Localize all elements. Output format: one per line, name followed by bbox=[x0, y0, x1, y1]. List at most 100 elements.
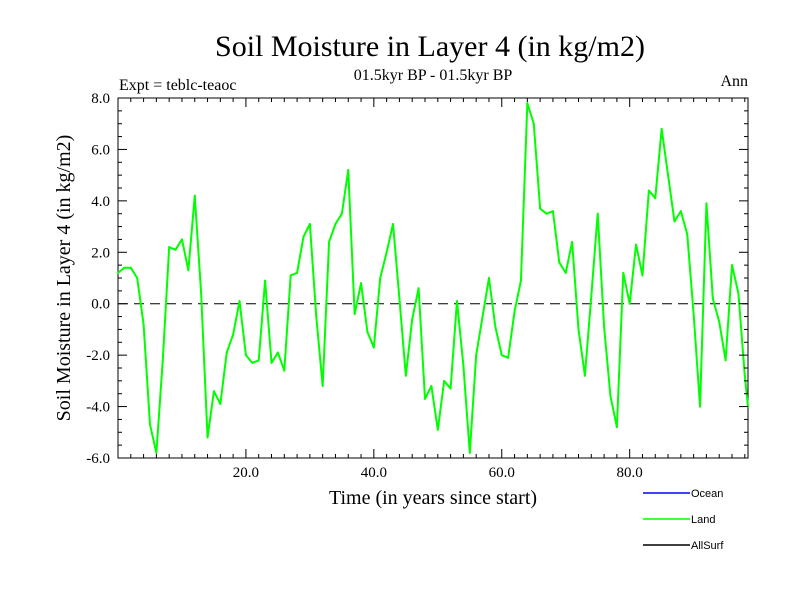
data-point bbox=[571, 241, 574, 243]
data-point bbox=[583, 374, 586, 377]
data-point bbox=[123, 266, 126, 269]
data-point bbox=[251, 361, 254, 364]
data-point bbox=[436, 428, 439, 431]
data-point bbox=[622, 271, 625, 274]
data-point bbox=[129, 266, 132, 269]
data-point bbox=[289, 274, 292, 277]
x-axis-label: Time (in years since start) bbox=[329, 487, 537, 509]
data-point bbox=[481, 315, 484, 318]
data-point bbox=[398, 297, 401, 300]
data-point bbox=[737, 292, 740, 295]
data-point bbox=[366, 331, 369, 333]
legend: Ocean Land AllSurf bbox=[643, 488, 724, 552]
data-point bbox=[136, 277, 139, 279]
data-point bbox=[692, 313, 695, 315]
y-tick-label: -2.0 bbox=[86, 348, 110, 364]
data-point bbox=[519, 279, 522, 282]
data-point bbox=[430, 385, 433, 387]
data-point bbox=[257, 359, 260, 362]
data-point bbox=[443, 379, 446, 382]
y-tick-label: -6.0 bbox=[86, 451, 110, 467]
data-point bbox=[673, 220, 676, 223]
data-point bbox=[212, 390, 215, 393]
data-point bbox=[200, 292, 203, 295]
data-point bbox=[379, 277, 382, 279]
data-point bbox=[686, 233, 689, 236]
data-point bbox=[347, 169, 350, 171]
data-point bbox=[647, 189, 650, 192]
data-point bbox=[148, 423, 151, 426]
data-point bbox=[494, 325, 497, 328]
series-line-land bbox=[117, 102, 749, 454]
data-point bbox=[545, 212, 548, 215]
data-point bbox=[334, 223, 337, 225]
legend-label-land: Land bbox=[691, 514, 715, 526]
data-point bbox=[315, 315, 318, 318]
data-point bbox=[328, 241, 331, 243]
data-point bbox=[699, 405, 702, 408]
data-point bbox=[468, 451, 471, 454]
legend-label-ocean: Ocean bbox=[691, 488, 723, 500]
data-point bbox=[193, 194, 196, 197]
data-point bbox=[551, 210, 554, 213]
data-point bbox=[219, 403, 222, 405]
data-point bbox=[392, 223, 395, 225]
y-tick-label: 6.0 bbox=[91, 142, 110, 158]
y-tick-label: 2.0 bbox=[91, 245, 110, 261]
data-point bbox=[615, 426, 618, 429]
data-point bbox=[590, 295, 593, 297]
season-label: Ann bbox=[720, 73, 748, 90]
expt-label: Expt = teblc-teaoc bbox=[119, 77, 236, 94]
data-point bbox=[654, 197, 657, 200]
data-point bbox=[360, 282, 363, 285]
data-point bbox=[117, 271, 119, 274]
data-point bbox=[424, 397, 427, 400]
data-point bbox=[641, 274, 644, 277]
data-point bbox=[264, 279, 267, 282]
data-point bbox=[539, 207, 542, 210]
data-point bbox=[340, 212, 343, 215]
data-point bbox=[660, 127, 663, 130]
data-point bbox=[577, 328, 580, 331]
y-tick-label: 4.0 bbox=[91, 194, 110, 210]
data-point bbox=[404, 374, 407, 377]
data-point bbox=[455, 300, 458, 303]
data-point bbox=[161, 359, 164, 362]
chart-subtitle: 01.5kyr BP - 01.5kyr BP bbox=[354, 67, 513, 84]
legend-label-allsurf: AllSurf bbox=[691, 540, 724, 552]
data-point bbox=[596, 212, 599, 215]
data-point bbox=[187, 269, 190, 272]
data-point bbox=[232, 333, 235, 336]
data-point bbox=[507, 356, 510, 359]
data-point bbox=[417, 287, 420, 290]
data-point bbox=[385, 251, 388, 254]
data-point bbox=[609, 395, 612, 398]
data-point bbox=[635, 243, 638, 246]
chart-title: Soil Moisture in Layer 4 (in kg/m2) bbox=[215, 30, 645, 63]
data-point bbox=[462, 364, 465, 367]
data-point bbox=[724, 359, 727, 362]
y-axis-label: Soil Moisture in Layer 4 (in kg/m2) bbox=[53, 135, 75, 422]
data-point bbox=[206, 436, 209, 439]
data-point bbox=[174, 248, 177, 251]
plot-area bbox=[117, 97, 749, 459]
x-tick-label: 20.0 bbox=[233, 465, 259, 481]
data-point bbox=[321, 385, 324, 387]
x-tick-label: 40.0 bbox=[361, 465, 387, 481]
data-point bbox=[500, 354, 503, 357]
data-point bbox=[718, 320, 721, 323]
x-axis: 20.0 40.0 60.0 80.0 bbox=[130, 98, 746, 481]
data-point bbox=[238, 300, 241, 303]
data-point bbox=[296, 271, 299, 274]
data-point bbox=[628, 302, 631, 305]
data-point bbox=[308, 223, 311, 225]
data-point bbox=[411, 318, 414, 321]
data-point bbox=[667, 174, 670, 177]
data-point bbox=[142, 323, 145, 326]
data-point bbox=[487, 277, 490, 279]
data-point bbox=[353, 313, 356, 315]
data-point bbox=[449, 387, 452, 390]
data-point bbox=[372, 346, 375, 349]
data-point bbox=[711, 297, 714, 300]
data-point bbox=[513, 310, 516, 313]
